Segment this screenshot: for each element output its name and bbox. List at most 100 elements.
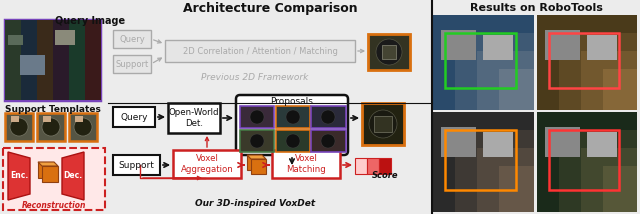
Bar xyxy=(276,130,310,152)
Polygon shape xyxy=(8,152,30,200)
Circle shape xyxy=(250,110,264,124)
Bar xyxy=(168,103,220,133)
Bar xyxy=(545,30,580,60)
Bar xyxy=(272,150,340,178)
Bar xyxy=(433,112,534,212)
Bar xyxy=(537,15,637,110)
Text: Voxel
Aggregation: Voxel Aggregation xyxy=(180,154,234,174)
Bar xyxy=(362,103,404,145)
Bar xyxy=(537,15,637,110)
Text: Query: Query xyxy=(120,113,148,122)
Bar xyxy=(55,30,75,45)
Bar xyxy=(311,106,346,128)
Bar xyxy=(113,30,151,48)
Bar xyxy=(587,132,617,157)
Circle shape xyxy=(74,118,92,136)
Bar xyxy=(603,69,637,110)
Bar xyxy=(477,148,534,212)
Bar xyxy=(559,33,637,110)
FancyBboxPatch shape xyxy=(236,95,348,155)
Bar xyxy=(368,34,410,70)
Bar xyxy=(38,162,54,178)
Text: Architecture Comparison: Architecture Comparison xyxy=(182,1,357,15)
Bar xyxy=(5,20,100,100)
Bar xyxy=(603,166,637,212)
Bar xyxy=(113,155,160,175)
Bar xyxy=(37,20,53,100)
Bar xyxy=(483,132,513,157)
Bar xyxy=(85,20,101,100)
Text: Open-World
Det.: Open-World Det. xyxy=(169,108,220,128)
Text: Results on RoboTools: Results on RoboTools xyxy=(470,3,602,13)
Polygon shape xyxy=(62,152,84,200)
Bar xyxy=(69,113,97,141)
Text: Proposals: Proposals xyxy=(271,97,314,106)
Bar xyxy=(173,150,241,178)
Bar xyxy=(75,116,83,122)
Bar xyxy=(549,33,619,88)
Bar xyxy=(441,30,476,60)
Circle shape xyxy=(286,110,300,124)
Bar xyxy=(53,20,69,100)
Bar xyxy=(5,113,33,141)
Bar xyxy=(581,148,637,212)
Bar xyxy=(545,127,580,157)
Bar xyxy=(165,40,355,62)
Text: Dec.: Dec. xyxy=(63,171,83,180)
Text: Query Image: Query Image xyxy=(55,16,125,26)
Text: Voxel
Matching: Voxel Matching xyxy=(286,154,326,174)
Text: Support: Support xyxy=(118,160,154,169)
Bar xyxy=(445,130,516,190)
Bar xyxy=(455,33,534,110)
Bar xyxy=(374,116,392,132)
Bar xyxy=(240,130,274,152)
Bar xyxy=(69,20,85,100)
Bar xyxy=(441,127,476,157)
Bar xyxy=(5,20,21,100)
Bar xyxy=(20,55,45,75)
Circle shape xyxy=(369,110,397,138)
Bar xyxy=(379,158,391,174)
Circle shape xyxy=(42,118,60,136)
Bar xyxy=(537,112,637,212)
Polygon shape xyxy=(38,162,58,166)
Bar xyxy=(433,112,534,212)
Bar xyxy=(367,158,379,174)
Bar xyxy=(455,130,534,212)
Bar xyxy=(499,166,534,212)
Bar xyxy=(587,35,617,60)
Bar xyxy=(276,106,310,128)
Circle shape xyxy=(10,118,28,136)
Bar xyxy=(113,107,155,127)
Text: Previous 2D Framework: Previous 2D Framework xyxy=(202,73,308,83)
Bar xyxy=(311,130,346,152)
Bar xyxy=(581,51,637,110)
Circle shape xyxy=(321,134,335,148)
Text: Our 3D-inspired VoxDet: Our 3D-inspired VoxDet xyxy=(195,199,315,208)
Bar xyxy=(433,15,534,110)
Circle shape xyxy=(250,134,264,148)
Polygon shape xyxy=(247,155,266,159)
Bar xyxy=(240,106,274,128)
Text: Query: Query xyxy=(119,34,145,43)
Bar xyxy=(433,15,534,110)
Bar xyxy=(559,130,637,212)
Bar xyxy=(247,155,262,170)
Bar xyxy=(549,130,619,190)
Bar xyxy=(445,33,516,88)
Bar xyxy=(483,35,513,60)
Text: Support Templates: Support Templates xyxy=(5,105,101,114)
Bar xyxy=(11,116,19,122)
Text: Enc.: Enc. xyxy=(10,171,28,180)
Circle shape xyxy=(286,134,300,148)
Text: Score: Score xyxy=(372,171,398,180)
Bar xyxy=(537,112,637,212)
Bar xyxy=(477,51,534,110)
Bar xyxy=(382,45,396,59)
Text: 2D Correlation / Attention / Matching: 2D Correlation / Attention / Matching xyxy=(182,46,337,55)
Bar xyxy=(3,148,105,210)
Text: Reconstruction: Reconstruction xyxy=(22,202,86,211)
Bar xyxy=(43,116,51,122)
Circle shape xyxy=(376,39,402,65)
Bar xyxy=(42,166,58,182)
